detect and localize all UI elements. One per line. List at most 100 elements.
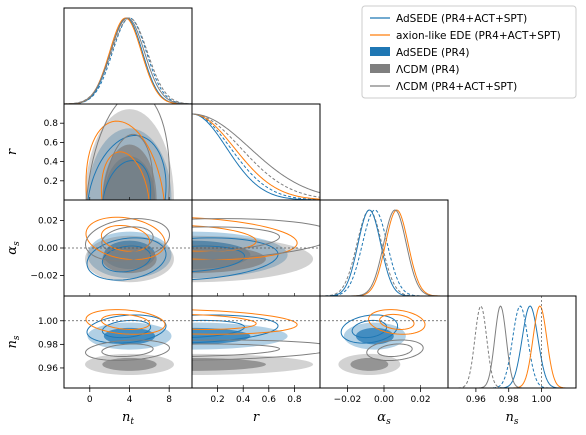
contour-fill-1-1sigma xyxy=(192,357,266,371)
marginal-ns xyxy=(448,305,576,388)
y-axis-label-r: r xyxy=(5,148,20,155)
marginal-curve-ns-2 xyxy=(448,305,576,388)
contour-line-2-1sigma xyxy=(101,319,152,339)
contour-line-3-1sigma xyxy=(192,314,257,330)
contour-line-3-2sigma xyxy=(192,309,298,335)
x-tick-label-ns-1: 0.98 xyxy=(499,395,519,405)
contour-fill-1-1sigma xyxy=(350,357,389,371)
legend-swatch-2 xyxy=(370,47,390,56)
panel-frame-0-0 xyxy=(63,7,193,105)
x-axis-label-r: r xyxy=(253,410,260,425)
marginal-curve-r-4 xyxy=(192,113,320,194)
y-tick-label-ns-0: 0.96 xyxy=(38,364,58,374)
y-tick-label-r-3: 0.8 xyxy=(44,119,59,129)
legend-box xyxy=(361,5,577,99)
legend-label-3: ΛCDM (PR4) xyxy=(396,64,460,76)
panel-alpha_s-vs-nt xyxy=(64,216,192,283)
legend-label-1: axion-like EDE (PR4+ACT+SPT) xyxy=(396,30,561,42)
panel-alpha_s-vs-r xyxy=(192,217,320,283)
marginal-curve-nt-3 xyxy=(64,17,192,104)
marginal-r xyxy=(192,113,320,200)
contour-line-2-1sigma xyxy=(101,245,152,273)
x-tick-label-r-1: 0.4 xyxy=(236,395,251,405)
marginal-curve-ns-4 xyxy=(448,305,576,388)
contour-line-3-2sigma xyxy=(85,120,165,200)
marginal-curve-nt-2 xyxy=(64,17,192,104)
y-tick-label-r-1: 0.4 xyxy=(44,158,59,168)
marginal-curve-alpha_s-1 xyxy=(320,209,448,296)
marginal-curve-alpha_s-2 xyxy=(320,209,448,296)
y-tick-label-alpha_s-0: −0.02 xyxy=(30,271,58,281)
contour-line-4-1sigma xyxy=(102,133,154,200)
x-tick-label-alpha_s-1: 0.00 xyxy=(374,395,394,405)
panel-ns-vs-alpha_s xyxy=(320,309,448,375)
x-tick-label-r-2: 0.6 xyxy=(262,395,277,405)
x-tick-label-nt-1: 4 xyxy=(127,395,133,405)
x-tick-label-r-3: 0.8 xyxy=(287,395,302,405)
contour-line-4-1sigma xyxy=(377,343,413,358)
x-tick-label-alpha_s-2: 0.02 xyxy=(411,395,431,405)
y-tick-label-alpha_s-1: 0.00 xyxy=(38,244,58,254)
x-tick-label-r-0: 0.2 xyxy=(210,395,224,405)
legend-label-0: AdSEDE (PR4+ACT+SPT) xyxy=(396,13,527,25)
contour-line-2-2sigma xyxy=(86,237,167,281)
marginal-curve-nt-4 xyxy=(64,17,192,104)
x-tick-label-ns-0: 0.96 xyxy=(466,395,486,405)
x-axis-label-nt: nt xyxy=(122,410,134,427)
contour-line-3-2sigma xyxy=(192,217,298,261)
y-tick-label-ns-2: 1.00 xyxy=(38,317,58,327)
panel-frame-2-2 xyxy=(319,199,449,297)
panel-r-vs-nt xyxy=(64,104,192,200)
contour-line-4-2sigma xyxy=(84,339,171,362)
y-tick-label-r-2: 0.6 xyxy=(44,138,59,148)
y-axis-label-ns: ns xyxy=(5,335,22,348)
marginal-curve-r-0 xyxy=(192,113,320,200)
x-tick-label-nt-2: 8 xyxy=(166,395,172,405)
contour-line-4-2sigma xyxy=(84,218,171,262)
y-axis-label-alpha_s: αs xyxy=(5,241,22,255)
contour-line-2-2sigma xyxy=(192,237,279,281)
contour-line-4-1sigma xyxy=(101,226,154,254)
legend: AdSEDE (PR4+ACT+SPT) axion-like EDE (PR4+… xyxy=(361,5,577,99)
contour-line-4-1sigma xyxy=(192,226,281,253)
marginal-curve-nt-1 xyxy=(64,17,192,104)
x-tick-label-nt-0: 0 xyxy=(87,395,93,405)
marginal-curve-alpha_s-4 xyxy=(320,209,448,296)
contour-line-4-1sigma xyxy=(101,343,154,358)
contour-line-4-1sigma xyxy=(192,343,281,357)
panel-ns-vs-r xyxy=(192,309,320,375)
y-tick-label-alpha_s-2: 0.02 xyxy=(38,217,58,227)
x-axis-label-alpha_s: αs xyxy=(377,410,391,427)
marginal-curve-r-3 xyxy=(192,113,320,200)
x-tick-label-ns-2: 1.00 xyxy=(532,395,552,405)
marginal-curve-alpha_s-3 xyxy=(320,209,448,296)
contour-line-2-2sigma xyxy=(86,314,167,344)
contour-line-3-1sigma xyxy=(100,151,150,200)
contour-line-2-1sigma xyxy=(192,319,246,338)
contour-fill-1-1sigma xyxy=(102,357,157,371)
marginal-curve-nt-0 xyxy=(64,17,192,104)
contour-line-3-2sigma xyxy=(368,309,426,335)
contour-line-4-2sigma xyxy=(192,218,320,261)
contour-line-3-1sigma xyxy=(379,313,415,330)
marginal-curve-r-2 xyxy=(192,113,320,200)
contour-line-4-2sigma xyxy=(366,339,424,362)
contour-line-3-2sigma xyxy=(85,309,166,335)
x-axis-label-sub-alpha_s: s xyxy=(386,417,391,427)
marginal-nt xyxy=(64,17,192,104)
x-tick-label-alpha_s-0: −0.02 xyxy=(334,395,362,405)
contour-fill-1-1sigma xyxy=(102,144,157,200)
panel-ns-vs-nt xyxy=(64,309,192,375)
panel-group: 0 4 8 nt 0.2 0.4 0.6 0.8 r −0.02 0.00 0.02 αs 0.96 0.9… xyxy=(5,7,577,427)
contour-line-2-2sigma xyxy=(87,135,167,200)
contour-line-3-1sigma xyxy=(100,313,151,330)
x-axis-label-ns: ns xyxy=(506,410,519,427)
y-axis-label-sub-ns: s xyxy=(12,335,22,340)
contour-line-2-1sigma xyxy=(102,160,152,200)
contour-line-3-2sigma xyxy=(85,216,166,261)
legend-label-4: ΛCDM (PR4+ACT+SPT) xyxy=(396,81,517,93)
y-tick-label-r-0: 0.2 xyxy=(44,177,58,187)
y-axis-label-sub-alpha_s: s xyxy=(12,241,22,246)
contour-line-2-2sigma xyxy=(192,314,279,344)
marginal-alpha_s xyxy=(320,209,448,296)
